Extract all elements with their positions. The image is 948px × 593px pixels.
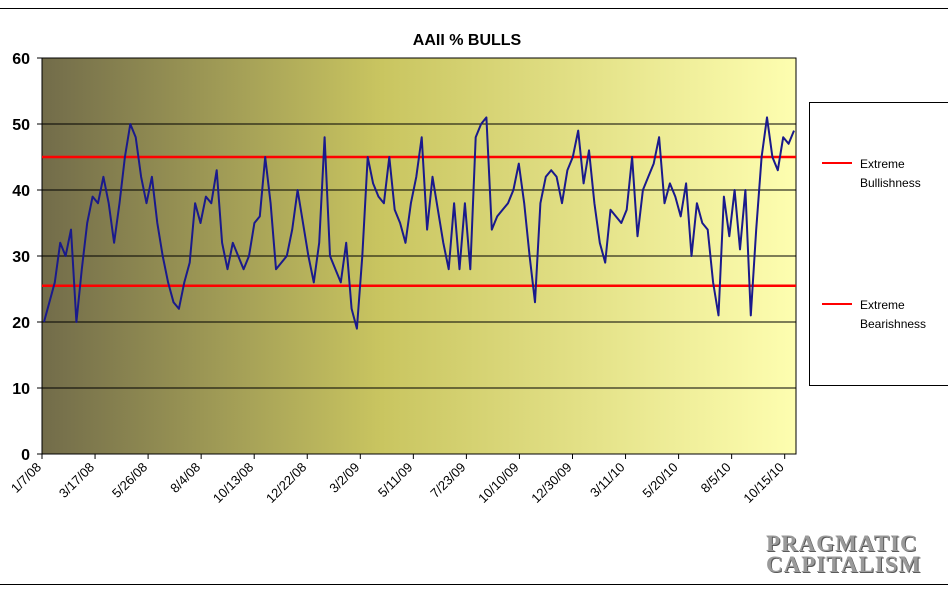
y-tick-label: 50	[12, 117, 30, 134]
x-axis-ticks: 1/7/08 3/17/08 5/26/08 8/4/08 10/13/08 12/22/…	[8, 454, 787, 506]
legend-entry-bearishness: Extreme Bearishness	[822, 296, 946, 334]
x-tick-label: 1/7/08	[8, 460, 44, 496]
aaii-bulls-line	[43, 116, 795, 330]
x-tick-label: 8/5/10	[698, 460, 734, 496]
legend: Extreme Bullishness Extreme Bearishness	[809, 102, 948, 386]
x-tick-label: 5/26/08	[109, 460, 150, 501]
legend-bull-line1: Extreme	[860, 157, 905, 171]
y-tick-label: 30	[12, 249, 30, 266]
legend-entry-bullishness: Extreme Bullishness	[822, 155, 946, 193]
y-tick-label: 0	[21, 447, 30, 464]
watermark-logo: PRAGMATIC CAPITALISM	[766, 531, 948, 577]
chart-frame	[0, 8, 948, 585]
series-group	[43, 116, 795, 330]
legend-label-bearishness: Extreme Bearishness	[860, 296, 946, 334]
x-tick-label: 12/22/08	[263, 460, 309, 506]
watermark-line1: PRAGMATIC	[766, 531, 918, 556]
y-tick-label: 20	[12, 315, 30, 332]
y-tick-label: 40	[12, 183, 30, 200]
x-tick-label: 12/30/09	[528, 460, 574, 506]
gridlines	[42, 123, 796, 389]
x-tick-label: 7/23/09	[427, 460, 468, 501]
legend-swatch-bullishness	[822, 162, 852, 164]
x-tick-label: 5/20/10	[639, 460, 680, 501]
x-tick-label: 10/10/09	[475, 460, 521, 506]
legend-swatch-bearishness	[822, 303, 852, 305]
x-tick-label: 8/4/08	[167, 460, 203, 496]
x-tick-label: 10/15/10	[740, 460, 786, 506]
y-axis-ticks: 0 10 20 30 40 50 60	[12, 51, 42, 464]
x-tick-label: 3/11/10	[587, 460, 628, 501]
legend-label-bullishness: Extreme Bullishness	[860, 155, 946, 193]
y-tick-label: 60	[12, 51, 30, 68]
legend-bull-line2: Bullishness	[860, 176, 921, 190]
legend-bear-line1: Extreme	[860, 298, 905, 312]
x-tick-label: 3/17/08	[56, 460, 97, 501]
chart-title: AAII % BULLS	[413, 32, 522, 49]
x-tick-label: 10/13/08	[210, 460, 256, 506]
x-tick-label: 3/2/09	[326, 460, 362, 496]
legend-bear-line2: Bearishness	[860, 317, 927, 331]
x-tick-label: 5/11/09	[375, 460, 416, 501]
y-tick-label: 10	[12, 381, 30, 398]
watermark-line2: CAPITALISM	[766, 552, 922, 577]
